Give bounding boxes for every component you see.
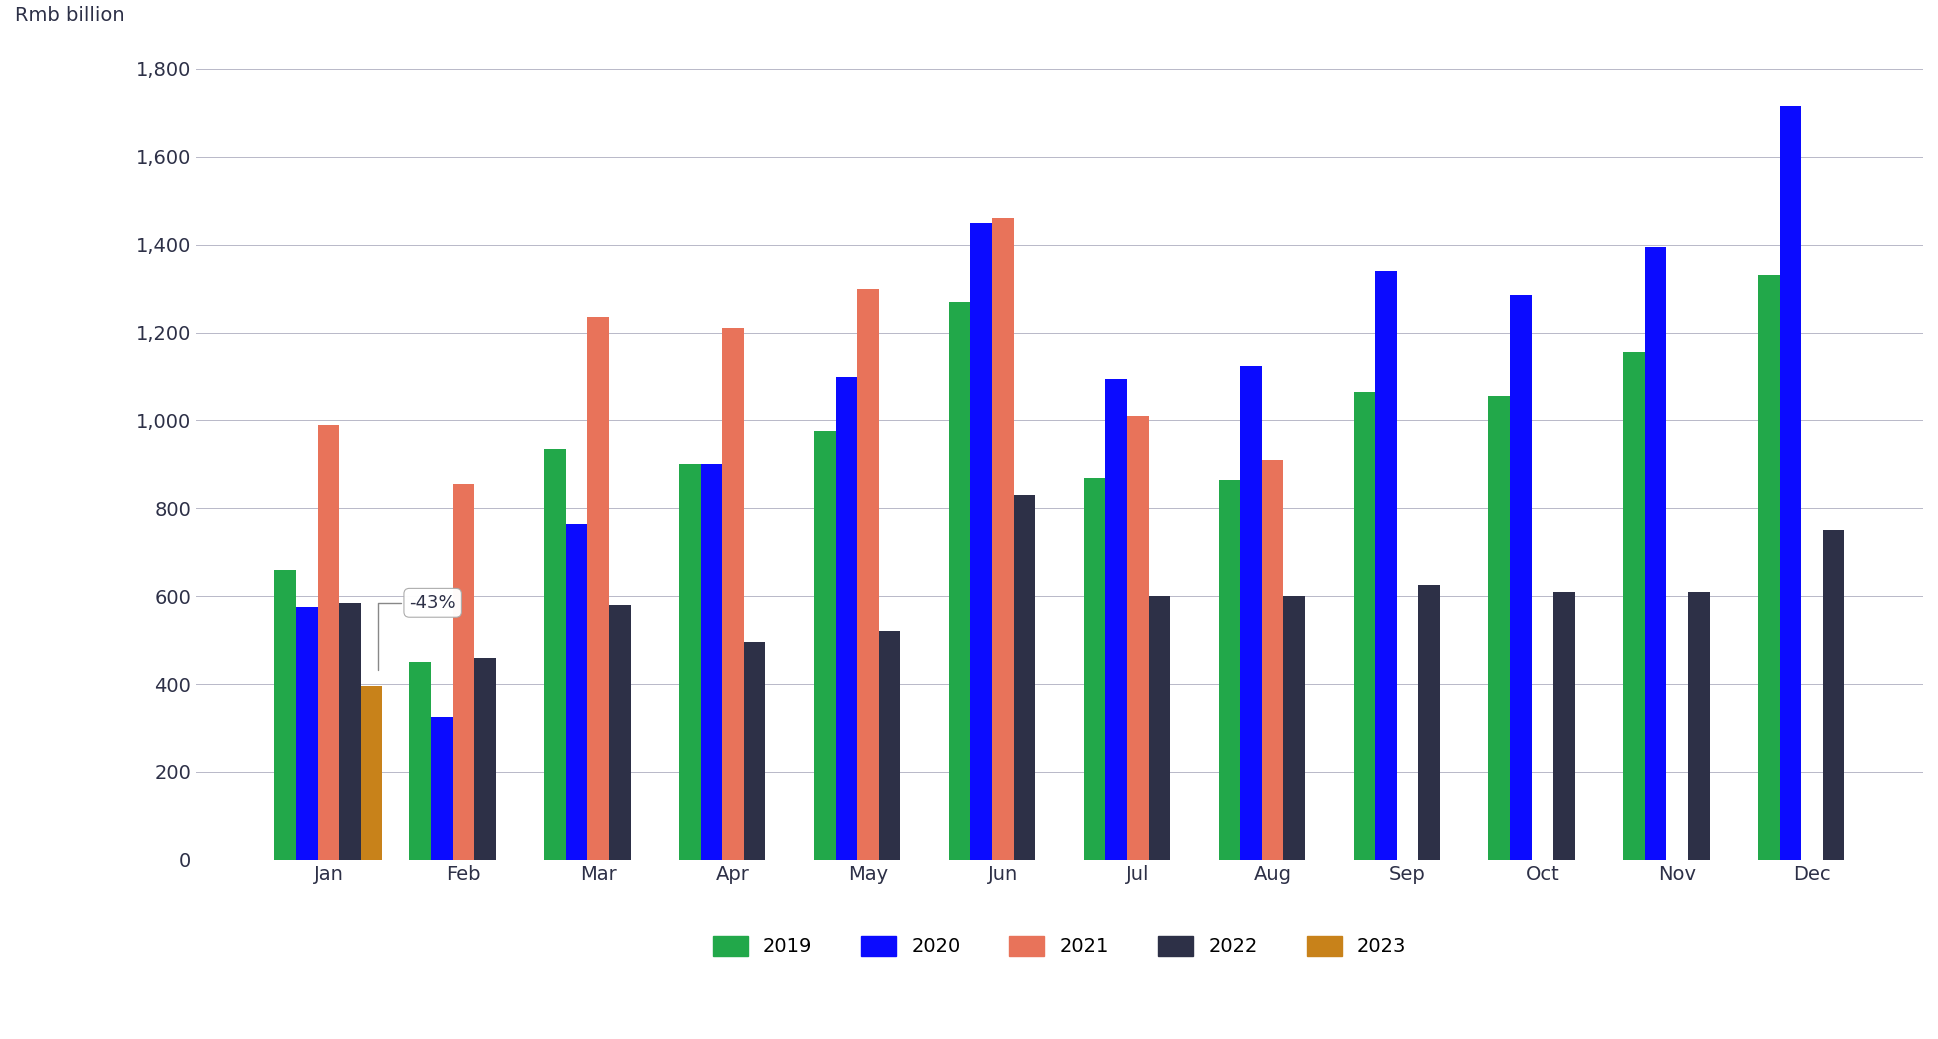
Bar — [545, 449, 566, 860]
Bar — [1688, 592, 1709, 860]
Bar — [475, 658, 496, 860]
Bar — [430, 717, 452, 860]
Bar — [1510, 295, 1531, 860]
Bar — [609, 605, 630, 860]
Bar — [1645, 247, 1667, 860]
Bar — [452, 484, 475, 860]
Bar — [1014, 496, 1035, 860]
Bar — [1149, 596, 1171, 860]
Bar — [1219, 480, 1240, 860]
Bar — [1105, 378, 1126, 860]
Legend: 2019, 2020, 2021, 2022, 2023: 2019, 2020, 2021, 2022, 2023 — [705, 928, 1415, 964]
Bar — [360, 687, 382, 860]
Bar — [409, 662, 430, 860]
Bar — [1262, 460, 1283, 860]
Bar — [1126, 416, 1149, 860]
Bar — [1624, 352, 1645, 860]
Bar — [835, 376, 857, 860]
Bar — [950, 301, 971, 860]
Bar — [678, 464, 702, 860]
Bar — [587, 317, 609, 860]
Bar — [1824, 530, 1845, 860]
Bar — [318, 425, 339, 860]
Bar — [744, 642, 766, 860]
Bar — [1353, 392, 1376, 860]
Bar — [1779, 106, 1800, 860]
Bar — [1488, 396, 1510, 860]
Bar — [971, 222, 992, 860]
Bar — [1419, 585, 1440, 860]
Y-axis label: Rmb billion: Rmb billion — [16, 6, 124, 25]
Bar — [723, 328, 744, 860]
Bar — [702, 464, 723, 860]
Bar — [814, 431, 835, 860]
Bar — [1376, 271, 1397, 860]
Text: -43%: -43% — [378, 594, 455, 670]
Bar — [878, 632, 901, 860]
Bar — [1240, 366, 1262, 860]
Bar — [275, 569, 297, 860]
Bar — [1283, 596, 1304, 860]
Bar — [297, 607, 318, 860]
Bar — [857, 289, 878, 860]
Bar — [339, 603, 360, 860]
Bar — [1552, 592, 1576, 860]
Bar — [992, 218, 1014, 860]
Bar — [1083, 478, 1105, 860]
Bar — [566, 524, 587, 860]
Bar — [1758, 275, 1779, 860]
